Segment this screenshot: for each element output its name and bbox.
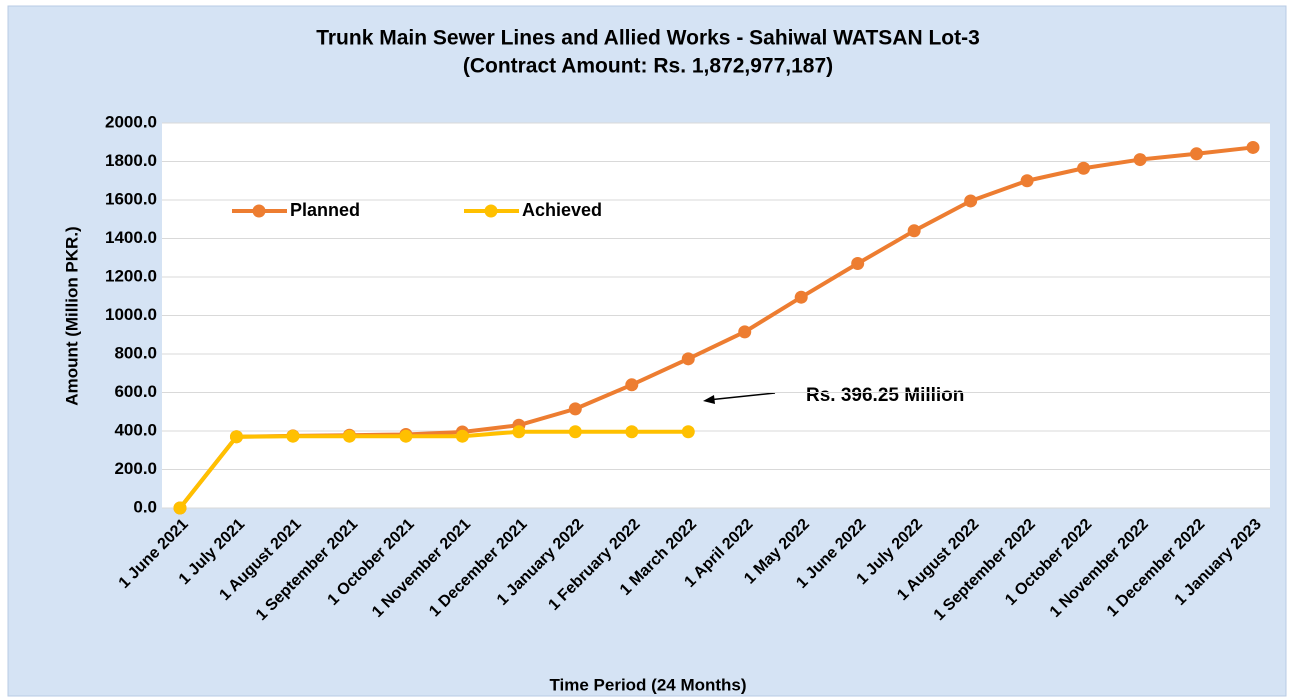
- series-marker: [1133, 153, 1147, 167]
- legend-label: Planned: [290, 200, 360, 220]
- series-marker: [681, 425, 695, 439]
- series-marker: [342, 429, 356, 443]
- series-marker: [851, 257, 865, 271]
- y-tick-label: 400.0: [114, 420, 157, 439]
- series-marker: [512, 425, 526, 439]
- chart-subtitle: (Contract Amount: Rs. 1,872,977,187): [463, 55, 833, 78]
- series-marker: [907, 224, 921, 238]
- y-tick-label: 1800.0: [105, 151, 157, 170]
- annotation-arrow: [707, 392, 776, 401]
- y-tick-label: 0.0: [133, 497, 157, 516]
- y-tick-label: 1400.0: [105, 228, 157, 247]
- series-marker: [568, 425, 582, 439]
- y-tick-label: 600.0: [114, 382, 157, 401]
- legend-swatch-marker: [252, 204, 266, 218]
- series-marker: [1246, 140, 1260, 154]
- chart-title: Trunk Main Sewer Lines and Allied Works …: [316, 27, 980, 50]
- series-marker: [738, 325, 752, 339]
- series-marker: [625, 425, 639, 439]
- series-marker: [625, 378, 639, 392]
- series-marker: [1077, 161, 1091, 175]
- legend-swatch-marker: [484, 204, 498, 218]
- series-marker: [286, 429, 300, 443]
- series-marker: [1020, 174, 1034, 188]
- legend-label: Achieved: [522, 200, 602, 220]
- y-tick-label: 2000.0: [105, 112, 157, 131]
- x-axis-label: Time Period (24 Months): [549, 675, 746, 694]
- series-marker: [399, 429, 413, 443]
- y-tick-label: 800.0: [114, 343, 157, 362]
- series-marker: [681, 352, 695, 366]
- series-marker: [229, 430, 243, 444]
- series-line: [178, 429, 689, 510]
- y-tick-label: 200.0: [114, 459, 157, 478]
- series-marker: [455, 429, 469, 443]
- y-tick-label: 1200.0: [105, 266, 157, 285]
- series-marker: [1190, 147, 1204, 161]
- series-marker: [794, 290, 808, 304]
- series-marker: [964, 194, 978, 208]
- y-tick-label: 1000.0: [105, 305, 157, 324]
- y-axis-label: Amount (Million PKR.): [62, 226, 81, 405]
- annotation: Rs. 396.25 Million: [806, 385, 964, 406]
- y-tick-label: 1600.0: [105, 189, 157, 208]
- annotation-arrowhead: [703, 395, 715, 404]
- series-marker: [173, 501, 187, 515]
- series-marker: [568, 402, 582, 416]
